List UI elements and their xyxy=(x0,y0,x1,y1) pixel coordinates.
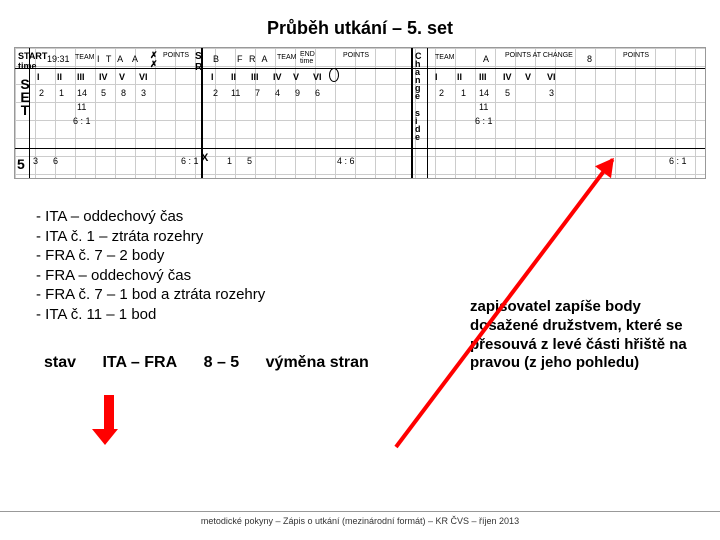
cr2-2: 11 xyxy=(479,102,488,112)
c-team-label: TEAM xyxy=(435,54,454,61)
rh-4: IV xyxy=(99,72,108,82)
stav-teams: ITA – FRA xyxy=(102,354,177,372)
vline-mid xyxy=(201,48,203,178)
c-bottom: 6 : 1 xyxy=(669,156,687,166)
note-item: - ITA – oddechový čas xyxy=(36,207,720,227)
cr3-2: 6 : 1 xyxy=(475,116,493,126)
r1r-3: 4 xyxy=(275,88,280,98)
bmid: 6 : 1 xyxy=(181,156,199,166)
cr1-0: 2 xyxy=(439,88,444,98)
crh-1: I xyxy=(435,72,438,82)
r1r-1: 11 xyxy=(231,88,240,98)
vline-1 xyxy=(29,48,30,178)
team-b-side: B xyxy=(213,54,219,64)
page-title: Průběh utkání – 5. set xyxy=(0,0,720,47)
points-label-1: POINTS xyxy=(163,52,189,59)
br-0: 1 xyxy=(227,156,232,166)
team-label-b: TEAM xyxy=(277,54,296,61)
c-pac-label: POINTS AT CHANGE xyxy=(505,52,573,59)
r1l-2: 14 xyxy=(77,88,87,98)
hline-1 xyxy=(15,68,705,69)
side-note: zapisovatel zapíše body dosažené družstv… xyxy=(470,298,700,373)
crh-3: III xyxy=(479,72,487,82)
r1l-1: 1 xyxy=(59,88,64,98)
crh-6: VI xyxy=(547,72,556,82)
stav-label: stav xyxy=(44,354,76,372)
hline-2 xyxy=(15,148,705,149)
bl-1: 6 xyxy=(53,156,58,166)
r1r-2: 7 xyxy=(255,88,260,98)
r1l-0: 2 xyxy=(39,88,44,98)
note-item: - FRA – oddechový čas xyxy=(36,266,720,286)
cr1-3: 5 xyxy=(505,88,510,98)
crh-4: IV xyxy=(503,72,512,82)
rh-1: I xyxy=(37,72,40,82)
set-label: SET xyxy=(17,76,33,115)
note-item: - ITA č. 1 – ztráta rozehry xyxy=(36,227,720,247)
footer-text: metodické pokyny – Zápis o utkání (mezin… xyxy=(0,511,720,526)
c-points-label: POINTS xyxy=(623,52,649,59)
r1r-5: 6 xyxy=(315,88,320,98)
r1l-5: 3 xyxy=(141,88,146,98)
vline-change2 xyxy=(427,48,428,178)
r1r-4: 9 xyxy=(295,88,300,98)
stav-score: 8 – 5 xyxy=(204,354,240,372)
rhr-6: VI xyxy=(313,72,322,82)
note-item: - FRA č. 7 – 2 body xyxy=(36,246,720,266)
rhr-2: II xyxy=(231,72,236,82)
oval-mark xyxy=(329,68,339,82)
set-number: 5 xyxy=(17,156,25,172)
rh-5: V xyxy=(119,72,125,82)
team-a-side: A xyxy=(132,54,138,64)
stav-action: výměna stran xyxy=(266,354,369,372)
rh-3: III xyxy=(77,72,85,82)
rhr-4: IV xyxy=(273,72,282,82)
vline-change xyxy=(411,48,413,178)
crh-2: II xyxy=(457,72,462,82)
r1l-3: 5 xyxy=(101,88,106,98)
r2l-2: 11 xyxy=(77,102,86,112)
rhr-5: V xyxy=(293,72,299,82)
end-label: ENDtime xyxy=(300,51,315,65)
rh-2: II xyxy=(57,72,62,82)
c-pac: 8 xyxy=(587,54,592,64)
cr1-1: 1 xyxy=(461,88,466,98)
r3l-2: 6 : 1 xyxy=(73,116,91,126)
br-1: 5 xyxy=(247,156,252,166)
crh-5: V xyxy=(525,72,531,82)
team-a: I T A xyxy=(97,54,125,64)
r1l-4: 8 xyxy=(121,88,126,98)
red-down-arrow-icon xyxy=(100,395,118,445)
rhr-1: I xyxy=(211,72,214,82)
cr1-2: 14 xyxy=(479,88,489,98)
rhr-3: III xyxy=(251,72,259,82)
team-b: F R A xyxy=(237,54,270,64)
start-time: 19:31 xyxy=(47,54,70,64)
points-label-2: POINTS xyxy=(343,52,369,59)
rh-6: VI xyxy=(139,72,148,82)
team-label-a: TEAM xyxy=(75,54,94,61)
bl-0: 3 xyxy=(33,156,38,166)
br-end: 4 : 6 xyxy=(337,156,355,166)
c-team-side: A xyxy=(483,54,489,64)
r1r-0: 2 xyxy=(213,88,218,98)
cr1-5: 3 xyxy=(549,88,554,98)
change-side-label: Change side xyxy=(415,52,422,141)
